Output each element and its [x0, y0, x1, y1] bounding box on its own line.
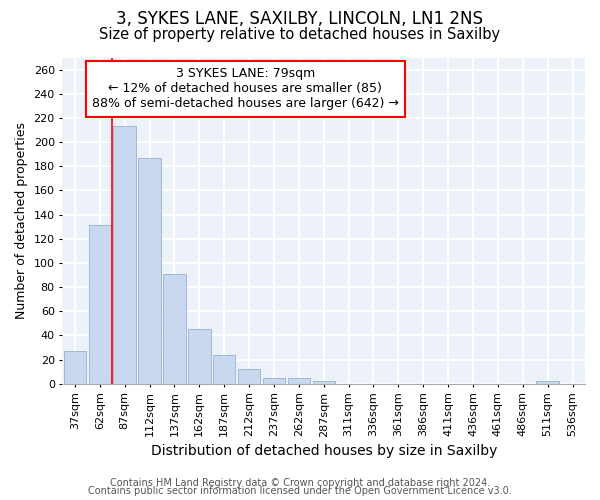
Text: Contains public sector information licensed under the Open Government Licence v3: Contains public sector information licen… [88, 486, 512, 496]
Y-axis label: Number of detached properties: Number of detached properties [15, 122, 28, 319]
Bar [64, 351, 86, 384]
Text: Size of property relative to detached houses in Saxilby: Size of property relative to detached ho… [100, 28, 500, 42]
Bar [163, 274, 185, 384]
Bar [213, 355, 235, 384]
Text: Contains HM Land Registry data © Crown copyright and database right 2024.: Contains HM Land Registry data © Crown c… [110, 478, 490, 488]
Bar [238, 370, 260, 384]
Bar [89, 226, 111, 384]
X-axis label: Distribution of detached houses by size in Saxilby: Distribution of detached houses by size … [151, 444, 497, 458]
Text: 3 SYKES LANE: 79sqm
← 12% of detached houses are smaller (85)
88% of semi-detach: 3 SYKES LANE: 79sqm ← 12% of detached ho… [92, 68, 399, 110]
Bar [313, 382, 335, 384]
Bar [263, 378, 285, 384]
Bar [139, 158, 161, 384]
Bar [113, 126, 136, 384]
Text: 3, SYKES LANE, SAXILBY, LINCOLN, LN1 2NS: 3, SYKES LANE, SAXILBY, LINCOLN, LN1 2NS [116, 10, 484, 28]
Bar [536, 382, 559, 384]
Bar [287, 378, 310, 384]
Bar [188, 330, 211, 384]
